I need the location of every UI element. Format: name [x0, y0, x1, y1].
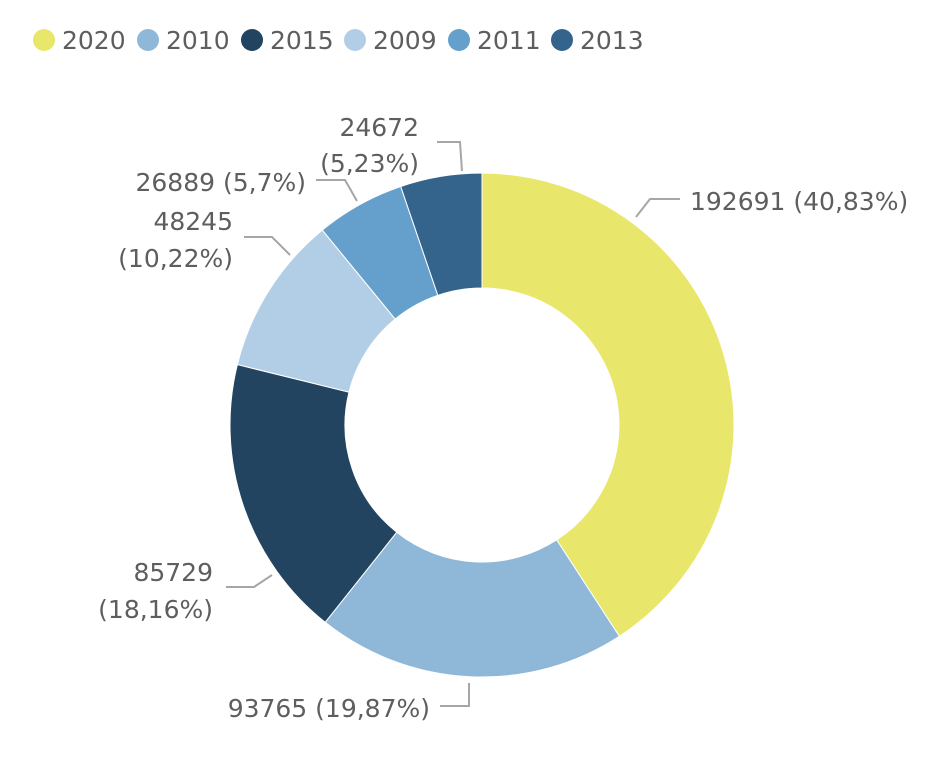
legend-label: 2015 — [270, 26, 334, 55]
slice-2015[interactable] — [229, 363, 398, 623]
data-label-2020: 192691 (40,83%) — [690, 187, 908, 216]
legend-item-2013[interactable]: 2013 — [551, 26, 644, 55]
data-label-2015: 85729 (18,16%) — [98, 558, 213, 624]
legend-marker — [551, 29, 573, 51]
data-label-2009: 48245 (10,22%) — [118, 207, 233, 273]
data-labels: 192691 (40,83%) 93765 (19,87%) 85729 (18,16… — [98, 113, 908, 723]
slices — [229, 172, 735, 678]
legend: 2020 2010 2015 2009 2011 2013 — [33, 26, 644, 55]
legend-label: 2011 — [477, 26, 541, 55]
legend-item-2015[interactable]: 2015 — [241, 26, 334, 55]
leader-line-2009 — [244, 236, 291, 256]
data-label-2011: 26889 (5,7%) — [136, 168, 307, 197]
leader-line-2011 — [316, 179, 358, 202]
slice-2013[interactable] — [400, 172, 483, 296]
leader-lines — [226, 141, 680, 707]
legend-item-2009[interactable]: 2009 — [344, 26, 437, 55]
leader-line-2015 — [226, 574, 273, 588]
legend-marker — [33, 29, 55, 51]
legend-label: 2013 — [580, 26, 644, 55]
legend-label: 2020 — [62, 26, 126, 55]
slice-2010[interactable] — [324, 531, 621, 678]
legend-label: 2009 — [373, 26, 437, 55]
slice-2020[interactable] — [481, 172, 735, 637]
legend-item-2020[interactable]: 2020 — [33, 26, 126, 55]
data-label-2013: 24672 (5,23%) — [320, 113, 419, 178]
leader-line-2020 — [635, 198, 680, 218]
leader-line-2013 — [437, 141, 463, 172]
legend-marker — [344, 29, 366, 51]
legend-marker — [448, 29, 470, 51]
legend-marker — [137, 29, 159, 51]
leader-line-2010 — [440, 683, 470, 707]
legend-label: 2010 — [166, 26, 230, 55]
legend-item-2011[interactable]: 2011 — [448, 26, 541, 55]
data-label-2010: 93765 (19,87%) — [228, 694, 430, 723]
legend-item-2010[interactable]: 2010 — [137, 26, 230, 55]
legend-marker — [241, 29, 263, 51]
